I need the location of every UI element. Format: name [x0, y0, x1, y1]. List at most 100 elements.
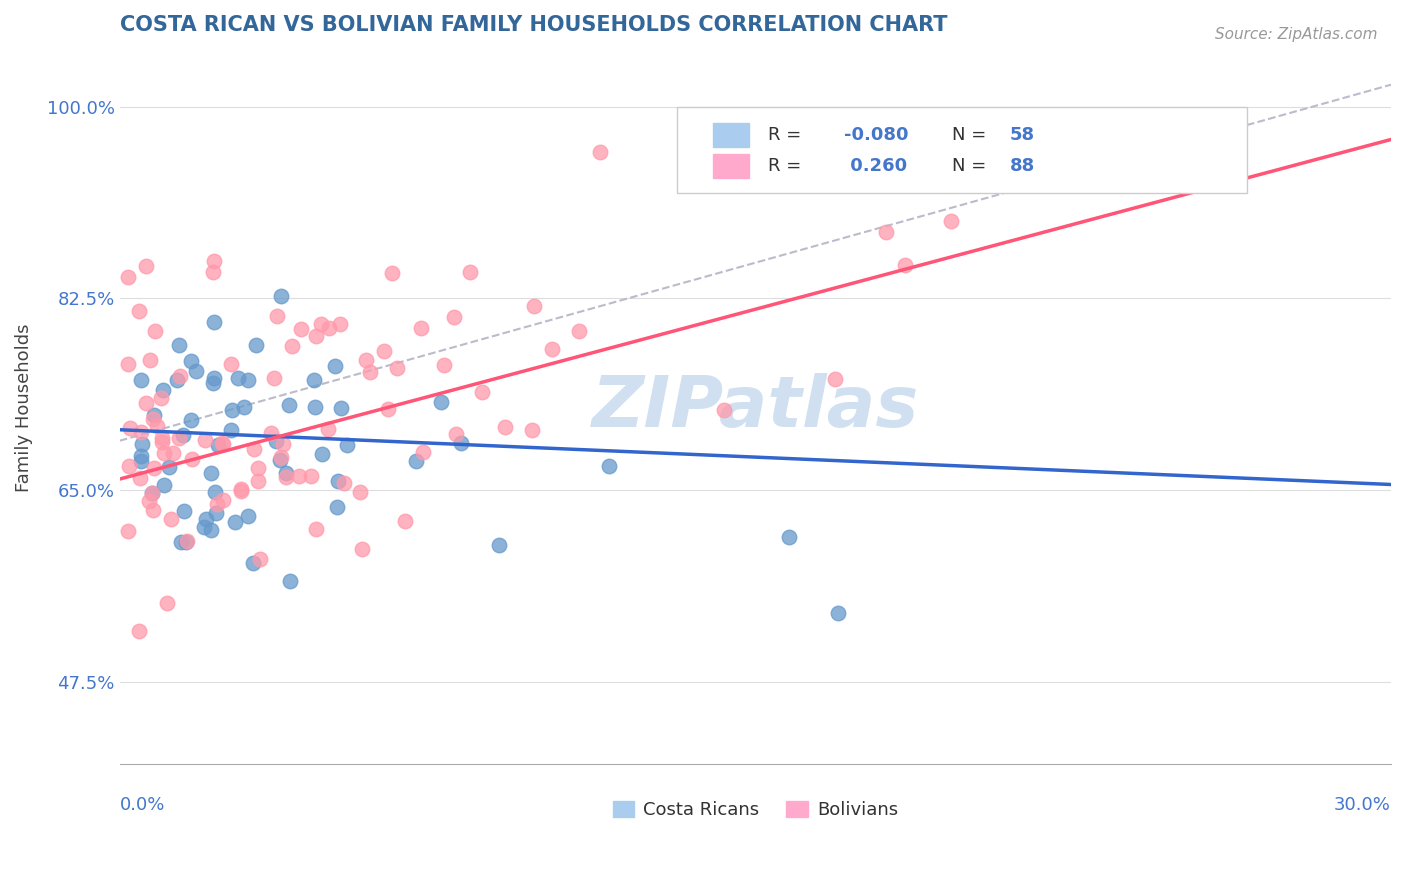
Point [433, 359, 456, 373]
Point [150, 391, 173, 405]
Point [249, 552, 271, 566]
Point [193, 520, 215, 534]
Point [238, 509, 260, 524]
Point [281, 339, 304, 353]
Point [128, 624, 150, 638]
Point [207, 438, 229, 452]
Point [118, 458, 141, 473]
Point [274, 466, 297, 480]
Point [568, 324, 591, 338]
Text: Source: ZipAtlas.com: Source: ZipAtlas.com [1215, 27, 1378, 42]
Text: -0.080: -0.080 [845, 126, 908, 144]
Point [238, 373, 260, 387]
Point [120, 421, 142, 435]
Point [135, 260, 157, 274]
Point [167, 431, 190, 445]
Point [174, 535, 197, 549]
Point [226, 371, 249, 385]
Point [245, 338, 267, 352]
Point [152, 383, 174, 397]
Point [202, 315, 225, 329]
Point [350, 542, 373, 557]
Point [176, 534, 198, 549]
Point [488, 538, 510, 552]
Point [824, 372, 846, 386]
Point [349, 484, 371, 499]
Point [146, 419, 169, 434]
Point [162, 446, 184, 460]
Text: ZIPatlas: ZIPatlas [592, 374, 920, 442]
Point [233, 400, 256, 414]
Text: R =: R = [768, 157, 807, 175]
Point [142, 503, 165, 517]
Point [329, 317, 352, 331]
Point [411, 320, 433, 334]
Point [412, 444, 434, 458]
Point [242, 556, 264, 570]
Point [875, 226, 897, 240]
Point [260, 425, 283, 440]
Point [170, 535, 193, 549]
Text: COSTA RICAN VS BOLIVIAN FAMILY HOUSEHOLDS CORRELATION CHART: COSTA RICAN VS BOLIVIAN FAMILY HOUSEHOLD… [120, 15, 948, 35]
Text: 0.0%: 0.0% [120, 796, 165, 814]
FancyBboxPatch shape [676, 107, 1247, 193]
Point [444, 427, 467, 442]
Point [520, 423, 543, 437]
Point [224, 515, 246, 529]
Point [211, 436, 233, 450]
Point [129, 471, 152, 485]
Point [180, 452, 202, 467]
Point [201, 376, 224, 391]
Point [323, 359, 346, 374]
Point [211, 493, 233, 508]
Point [205, 506, 228, 520]
Point [129, 373, 152, 387]
Point [194, 512, 217, 526]
Point [128, 304, 150, 318]
Point [156, 596, 179, 610]
Point [290, 322, 312, 336]
Point [304, 401, 326, 415]
Point [172, 428, 194, 442]
Bar [713, 154, 749, 178]
Point [184, 364, 207, 378]
Point [328, 474, 350, 488]
Point [385, 361, 408, 376]
Point [305, 328, 328, 343]
Point [471, 385, 494, 400]
Point [458, 265, 481, 279]
Point [229, 482, 252, 496]
Point [540, 342, 562, 356]
Point [141, 486, 163, 500]
Point [263, 370, 285, 384]
Point [827, 606, 849, 620]
Point [138, 494, 160, 508]
Point [246, 474, 269, 488]
Point [150, 431, 173, 445]
Point [173, 504, 195, 518]
Point [429, 394, 451, 409]
Point [243, 442, 266, 456]
Point [359, 365, 381, 379]
Point [219, 423, 242, 437]
Point [229, 483, 252, 498]
Text: R =: R = [768, 126, 807, 144]
Text: 0.260: 0.260 [845, 157, 907, 175]
Point [336, 438, 359, 452]
Point [778, 530, 800, 544]
Point [302, 373, 325, 387]
Point [523, 299, 546, 313]
Point [117, 357, 139, 371]
Point [142, 408, 165, 422]
Point [494, 419, 516, 434]
Point [271, 437, 294, 451]
Point [278, 574, 301, 589]
Y-axis label: Family Households: Family Households [15, 324, 32, 492]
Point [939, 214, 962, 228]
Point [129, 450, 152, 464]
Point [143, 324, 166, 338]
Point [202, 371, 225, 385]
Point [139, 353, 162, 368]
Point [713, 403, 735, 417]
Point [316, 422, 339, 436]
